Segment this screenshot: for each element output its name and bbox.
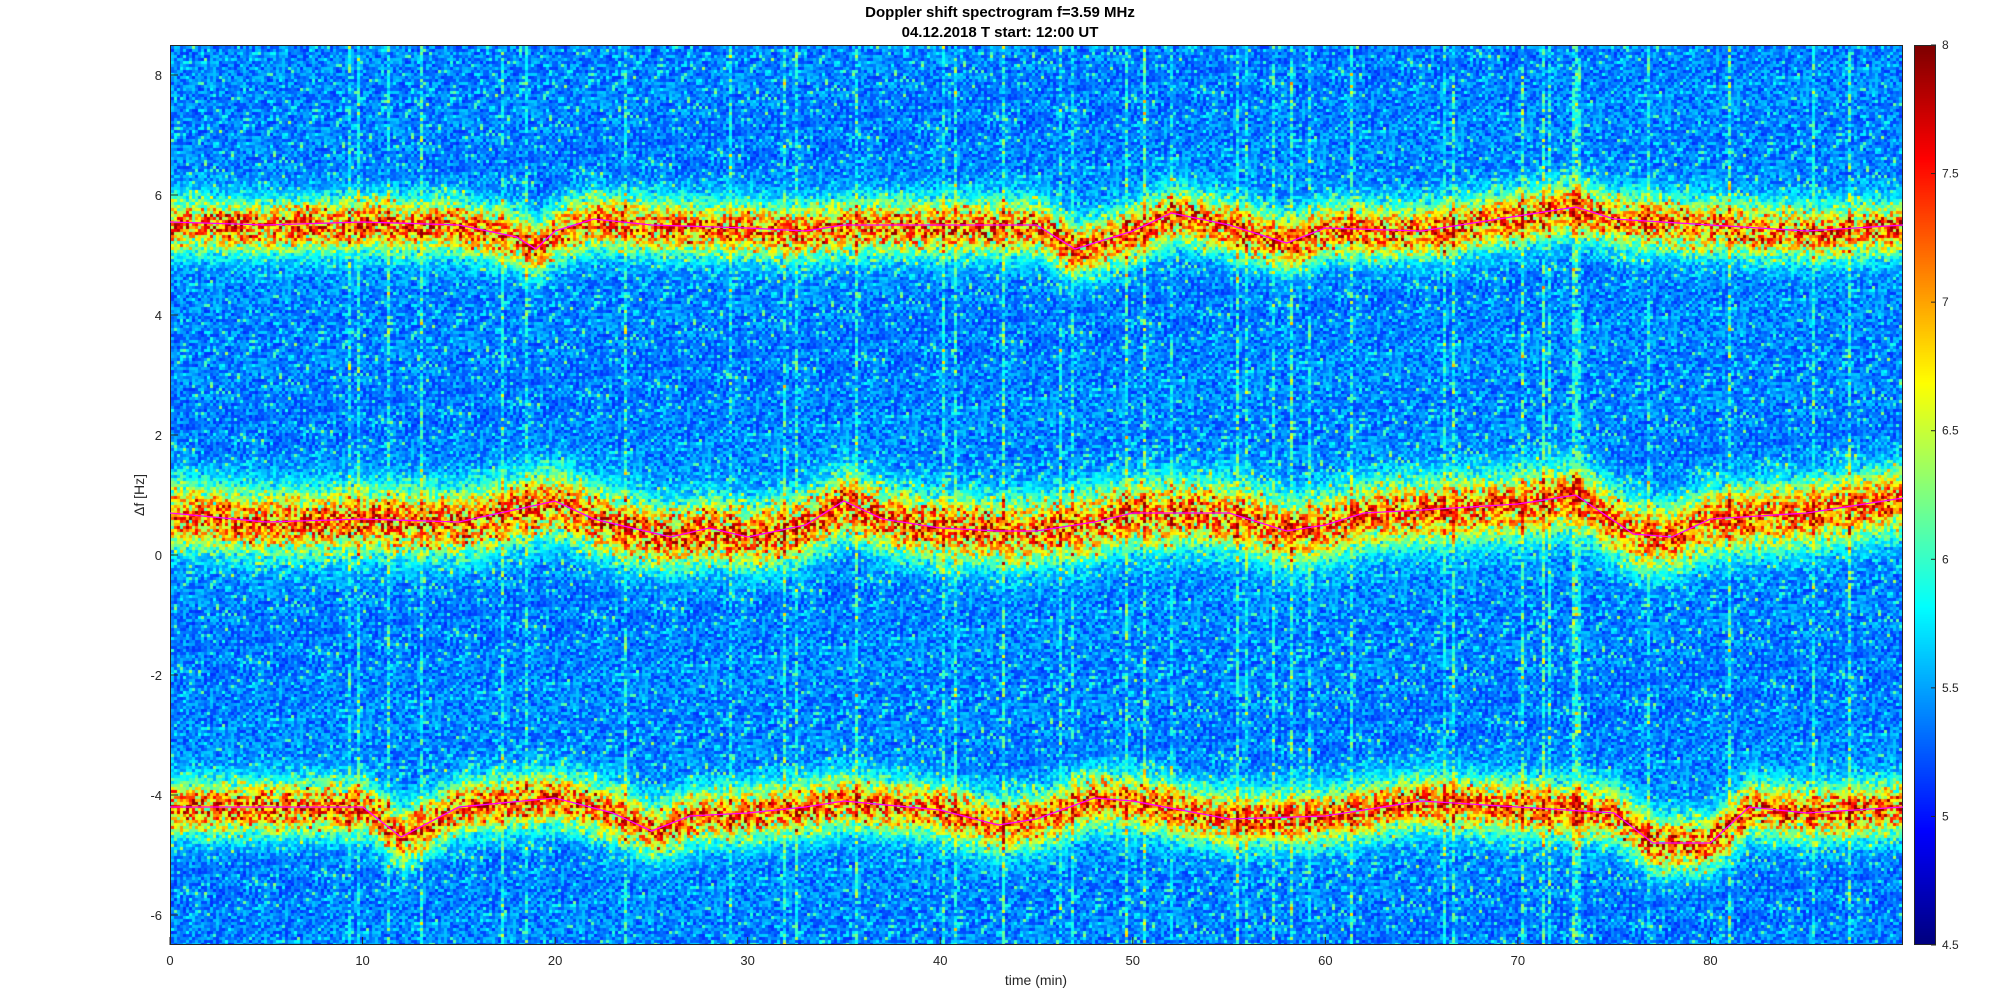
colorbar-tick-label: 6 — [1942, 552, 1949, 566]
chart-title: Doppler shift spectrogram f=3.59 MHz — [865, 4, 1135, 21]
y-tick-label: -6 — [150, 908, 162, 923]
y-tick-label: 2 — [155, 428, 162, 443]
colorbar-gradient — [1915, 46, 1935, 944]
colorbar-tick-label: 5 — [1942, 809, 1949, 823]
x-tick-label: 10 — [355, 953, 369, 968]
x-tick-label: 20 — [548, 953, 562, 968]
colorbar-tick-label: 7 — [1942, 295, 1949, 309]
x-tick-label: 30 — [740, 953, 754, 968]
x-axis-label: time (min) — [1005, 972, 1067, 988]
spectrogram-heatmap — [171, 46, 1902, 944]
colorbar-tick-label: 7.5 — [1942, 167, 1959, 181]
colorbar-tick-label: 4.5 — [1942, 938, 1959, 952]
x-tick-label: 50 — [1126, 953, 1140, 968]
y-tick-label: -2 — [150, 668, 162, 683]
chart-subtitle: 04.12.2018 T start: 12:00 UT — [901, 24, 1099, 41]
y-tick-label: 6 — [155, 188, 162, 203]
x-tick-label: 0 — [166, 953, 173, 968]
x-tick-label: 70 — [1511, 953, 1525, 968]
y-axis-label: Δf [Hz] — [131, 474, 147, 516]
colorbar-tick-label: 5.5 — [1942, 681, 1959, 695]
y-tick-label: 0 — [155, 548, 162, 563]
y-tick-label: 4 — [155, 308, 162, 323]
spectrogram-plot-area — [170, 45, 1903, 945]
y-tick-label: 8 — [155, 68, 162, 83]
x-tick-label: 80 — [1703, 953, 1717, 968]
x-tick-label: 60 — [1318, 953, 1332, 968]
colorbar — [1914, 45, 1936, 945]
y-tick-label: -4 — [150, 788, 162, 803]
x-tick-label: 40 — [933, 953, 947, 968]
colorbar-tick-label: 6.5 — [1942, 424, 1959, 438]
